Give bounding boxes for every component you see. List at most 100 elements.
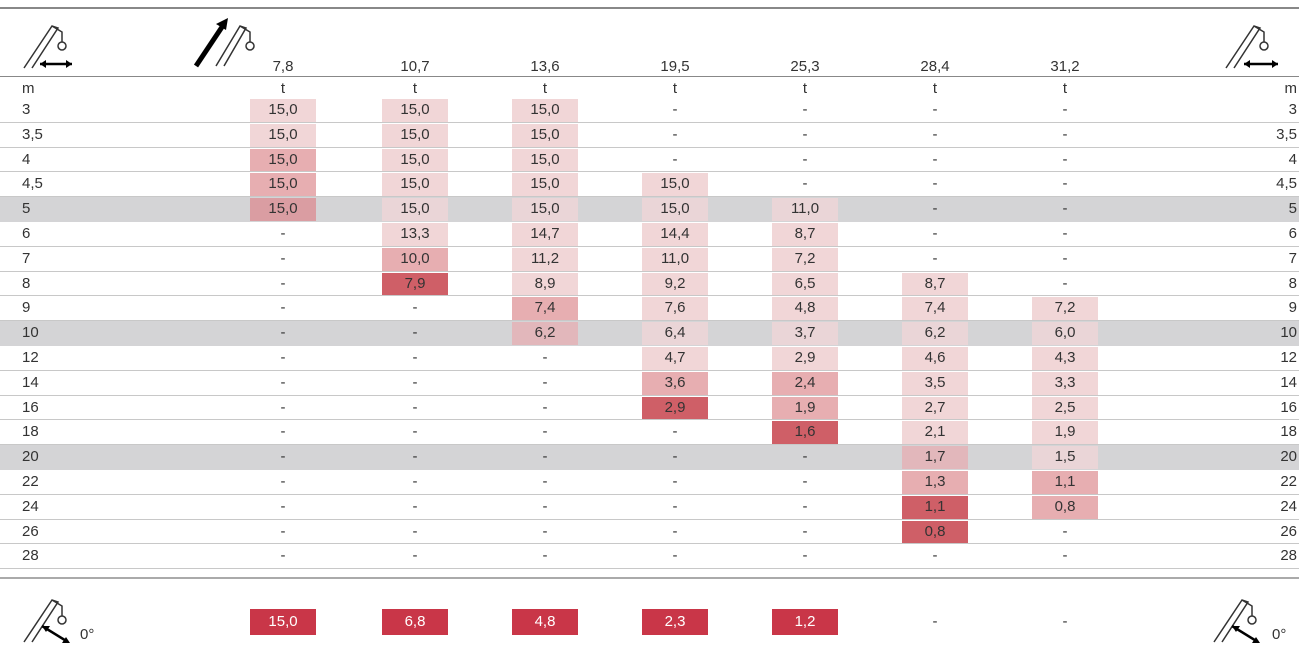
cell: 15,0: [400, 150, 430, 168]
unit: t: [280, 80, 286, 97]
cell: 1,6: [794, 423, 816, 441]
cell: 11,2: [530, 249, 560, 267]
cell-highlight: [1032, 322, 1098, 345]
cell: 2,9: [794, 349, 816, 366]
footer-cell: 1,2: [772, 609, 838, 635]
cell: -: [542, 522, 548, 540]
cell-highlight: [642, 371, 708, 395]
cell: -: [672, 522, 678, 540]
row-label: 4,5: [22, 175, 43, 193]
cell-highlight: [250, 148, 316, 172]
cell: -: [1062, 274, 1068, 292]
cell: -: [412, 448, 418, 466]
cell: 15,0: [530, 125, 560, 143]
cell-highlight: [642, 247, 708, 271]
cell: -: [672, 150, 678, 168]
cell: 1,5: [1054, 448, 1076, 466]
cell: -: [412, 473, 418, 490]
row-label: 14: [1280, 373, 1297, 391]
cell-highlight: [642, 347, 708, 370]
cell: 3,5: [924, 373, 946, 391]
row-rule: [0, 419, 1299, 421]
cell: 11,0: [790, 200, 820, 218]
cell-highlight: [1032, 347, 1098, 370]
cell: -: [412, 398, 418, 416]
row-label: 3: [22, 101, 31, 118]
row-label: 18: [22, 423, 39, 441]
cell-highlight: [382, 148, 448, 172]
cell-highlight: [772, 322, 838, 345]
cell-highlight: [642, 322, 708, 345]
cell-highlight: [642, 173, 708, 197]
cell: 7,2: [794, 249, 816, 267]
row-rule: [0, 196, 1299, 198]
row-rule: [0, 543, 1299, 545]
row-rule: [0, 245, 1299, 247]
cell: -: [412, 324, 418, 342]
cell: -: [672, 101, 678, 118]
cell: -: [542, 547, 548, 565]
row-rule: [0, 270, 1299, 272]
row-label: 6: [1288, 225, 1297, 242]
cell: -: [542, 349, 548, 366]
row-rule: [0, 320, 1299, 322]
cell: -: [412, 497, 418, 515]
cell: -: [542, 448, 548, 466]
cell: -: [672, 473, 678, 490]
cell: -: [542, 473, 548, 490]
cell: 8,7: [924, 274, 946, 292]
row-label: 10: [22, 324, 39, 342]
cell: 1,9: [794, 398, 816, 416]
row-label: 16: [1280, 398, 1297, 416]
cell: 15,0: [660, 200, 690, 218]
cell: -: [802, 125, 808, 143]
header-rule: [0, 76, 1299, 77]
row-label: 9: [22, 299, 31, 317]
cell: 10,0: [400, 249, 430, 267]
cell: -: [1062, 249, 1068, 267]
unit: m: [22, 80, 35, 97]
cell: 13,3: [400, 225, 430, 242]
cell: -: [280, 349, 286, 366]
cell: -: [802, 448, 808, 466]
unit: t: [1062, 80, 1068, 97]
cell: 15,0: [268, 150, 298, 168]
cell-highlight: [382, 247, 448, 271]
column-header: 25,3: [790, 58, 820, 75]
row-label: 8: [22, 274, 31, 292]
row-label: 20: [1280, 448, 1297, 466]
cell: 7,4: [534, 299, 556, 317]
cell: -: [280, 497, 286, 515]
cell: -: [802, 497, 808, 515]
cell: -: [412, 349, 418, 366]
top-rule: [0, 7, 1299, 9]
footer-cell: 6,8: [382, 609, 448, 635]
cell: 7,4: [924, 299, 946, 317]
cell: 6,2: [924, 324, 946, 342]
cell: -: [802, 175, 808, 193]
boom-icon: [193, 18, 255, 68]
cell: -: [280, 522, 286, 540]
row-label: 7: [22, 249, 31, 267]
cell-highlight: [772, 347, 838, 370]
crane-icon-right: [1225, 25, 1278, 69]
cell: 6,5: [794, 274, 816, 292]
row-label: 12: [1280, 349, 1297, 366]
cell: 15,0: [530, 101, 560, 118]
cell: -: [1062, 225, 1068, 242]
cell-highlight: [642, 396, 708, 420]
cell: -: [932, 225, 938, 242]
row-label: 4: [1288, 150, 1297, 168]
row-label: 3,5: [22, 125, 43, 143]
unit: m: [1284, 80, 1298, 97]
row-label: 12: [22, 349, 39, 366]
row-label: 22: [1280, 473, 1297, 490]
cell: -: [280, 274, 286, 292]
cell: -: [932, 175, 938, 193]
cell: 0,8: [924, 522, 946, 540]
cell-highlight: [772, 371, 838, 395]
row-label: 3: [1288, 101, 1297, 118]
cell-highlight: [1032, 421, 1098, 445]
cell: -: [802, 473, 808, 490]
cell-highlight: [902, 520, 968, 544]
